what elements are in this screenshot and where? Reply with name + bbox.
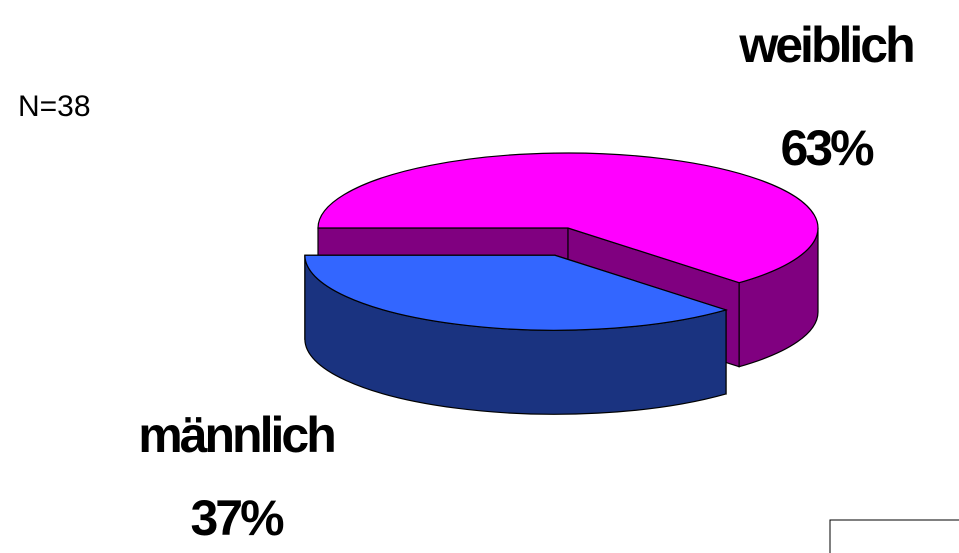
value-label: 63% <box>780 120 874 176</box>
frame-corner <box>829 519 959 553</box>
category-label: männlich <box>138 407 334 463</box>
slice-top <box>317 152 819 284</box>
value-label: 37% <box>190 490 284 546</box>
annotation: N=38 <box>18 90 91 123</box>
slice-top <box>304 254 729 331</box>
slice <box>304 254 729 415</box>
pie <box>304 152 819 415</box>
category-label: weiblich <box>738 17 913 73</box>
